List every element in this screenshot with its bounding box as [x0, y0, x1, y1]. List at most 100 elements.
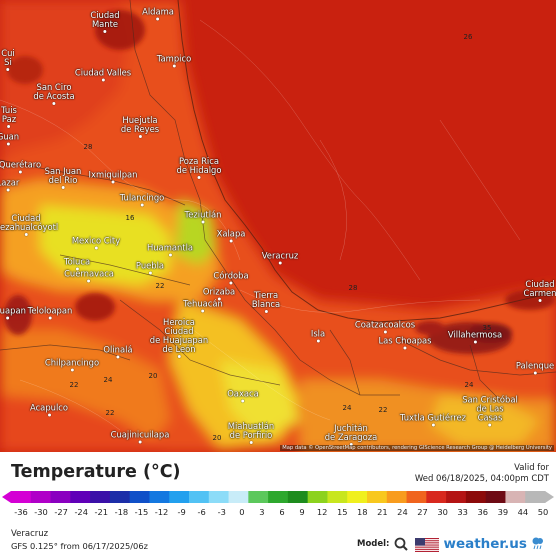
city-label[interactable]: Teloloapan	[28, 306, 72, 320]
city-marker-icon	[94, 246, 98, 250]
colorbar-segment	[149, 491, 170, 503]
city-label[interactable]: Ciudad Valles	[74, 67, 132, 82]
city-label[interactable]: Puebla	[136, 261, 164, 275]
city-name-line: Teziutlán	[184, 209, 222, 220]
city-label[interactable]: Veracruz	[262, 251, 298, 265]
city-name-line: Palenque	[515, 360, 555, 371]
city-label[interactable]: Palenque	[515, 360, 555, 375]
city-name-line: de León	[162, 344, 196, 354]
city-label[interactable]: Las Choapas	[378, 335, 432, 350]
city-label[interactable]: Lazar	[0, 178, 19, 192]
city-label[interactable]: Tulancingo	[120, 193, 164, 207]
city-marker-icon	[229, 239, 233, 243]
city-label[interactable]: Poza Rica de Hidalgo	[177, 157, 221, 179]
city-name-line: Ciudad	[11, 213, 41, 223]
city-label[interactable]: Villahermosa	[448, 330, 502, 344]
city-marker-icon	[201, 220, 205, 224]
city-name-line: Toluca	[63, 256, 91, 267]
temperature-value-label: 22	[69, 381, 79, 389]
city-name-line: Juchitán	[334, 423, 368, 433]
city-label[interactable]: Guan	[0, 132, 19, 146]
temperature-value-label: 28	[348, 284, 358, 292]
city-label[interactable]: Tehuacán	[183, 299, 223, 313]
city-label[interactable]: Olinalá	[103, 345, 133, 359]
colorbar-tick: -12	[154, 507, 169, 517]
city-label[interactable]: Juchitán de Zaragoza	[325, 423, 377, 446]
model-selector-icon[interactable]	[393, 537, 411, 551]
colorbar-segment	[109, 491, 131, 503]
colorbar-tick: -3	[217, 507, 226, 517]
city-label[interactable]: Toluca	[63, 256, 91, 271]
city-marker-icon	[349, 443, 353, 446]
temperature-value-label: 24	[342, 404, 352, 412]
map-attribution[interactable]: Map data © OpenStreetMap contributors, r…	[280, 445, 554, 451]
city-label[interactable]: Ciudad Carmen	[524, 280, 556, 302]
city-label[interactable]: Coatzacoalcos	[355, 320, 415, 334]
colorbar-tick: 12	[316, 507, 328, 517]
city-label[interactable]: Teziutlán	[184, 209, 222, 224]
city-name-line: Ciudad Valles	[74, 67, 132, 78]
city-marker-icon	[473, 340, 477, 344]
city-label[interactable]: Chilpancingo	[45, 358, 99, 372]
city-name-line: Las Choapas	[378, 335, 432, 346]
city-label[interactable]: Cuajinicuilapa	[110, 429, 170, 444]
colorbar-segment	[189, 491, 210, 503]
region-name: Veracruz	[11, 529, 49, 539]
colorbar-tick-labels: -36 -30 -27 -24 -21 -18 -15 -12 -9 -6 -3 0 3 6 9 12 15 18…	[0, 507, 556, 519]
city-label[interactable]: Miahuatlán de Porfirio	[228, 422, 274, 444]
colorbar-segment	[30, 491, 52, 503]
city-label[interactable]: Ixmiquilpan	[89, 170, 137, 184]
colorbar-tick: 30	[437, 507, 448, 517]
city-label[interactable]: Tampico	[156, 53, 192, 68]
brand-name[interactable]: weather.us	[443, 536, 527, 552]
city-label[interactable]: San Cristóbal de Las Casas	[462, 395, 518, 427]
city-label[interactable]: Oaxaca	[227, 389, 259, 403]
city-label[interactable]: Huamantla	[147, 243, 193, 257]
city-label[interactable]: Cuernavaca	[64, 269, 114, 283]
city-label[interactable]: San Juan del Rio	[45, 167, 81, 189]
city-label[interactable]: San Ciro de Acosta	[33, 83, 75, 105]
city-label[interactable]: Orizaba	[203, 287, 235, 301]
city-label[interactable]: Córdoba	[213, 271, 249, 285]
city-name-line: Mante	[91, 19, 119, 29]
colorbar-segment	[386, 491, 408, 503]
city-label[interactable]: Ciudad Nezahualcóyotl	[0, 214, 58, 236]
colorbar-tick: -6	[197, 507, 206, 517]
city-label[interactable]: Uruapan	[0, 305, 26, 320]
colorbar-segment	[287, 491, 309, 503]
city-name-line: Huejutla	[122, 115, 158, 125]
city-label[interactable]: Tierra Blanca	[252, 291, 280, 313]
city-label[interactable]: Cui Si	[1, 49, 15, 71]
colorbar-segment	[465, 491, 487, 503]
city-label[interactable]: Xalapa	[217, 229, 245, 243]
model-run-info: GFS 0.125° from 06/17/2025/06z	[11, 541, 148, 551]
colorbar-segment	[367, 491, 388, 503]
temperature-map[interactable]: Ciudad Mante Aldama Tampico Ciudad Valles San…	[0, 0, 556, 452]
city-marker-icon	[217, 297, 221, 301]
city-name-line: Cuajinicuilapa	[110, 429, 170, 440]
colorbar-tick: 21	[377, 507, 388, 517]
city-label[interactable]: Tuis Paz	[1, 106, 17, 128]
colorbar-segment	[446, 491, 467, 503]
city-name-line: del Rio	[48, 175, 78, 185]
city-label[interactable]: Acapulco	[30, 403, 68, 417]
city-name-line: Uruapan	[0, 305, 26, 316]
city-label[interactable]: Mexico City	[72, 236, 120, 250]
city-label[interactable]: Ciudad Mante	[90, 11, 120, 33]
colorbar-tick: 44	[517, 507, 529, 517]
city-marker-icon	[383, 330, 387, 334]
colorbar-segment	[70, 491, 91, 503]
colorbar-segment	[268, 491, 289, 503]
city-label[interactable]: Huejutla de Reyes	[121, 116, 159, 138]
city-label[interactable]: Tuxtla Gutiérrez	[400, 413, 466, 427]
colorbar-segment	[505, 491, 526, 503]
city-marker-icon	[103, 30, 107, 33]
city-label[interactable]: Querétaro	[0, 160, 41, 174]
city-label[interactable]: Heroica Ciudad de Huajuapan de León	[150, 318, 208, 358]
colorbar-tick: -30	[34, 507, 48, 517]
city-name-line: Tampico	[156, 53, 192, 64]
colorbar-segment	[11, 491, 32, 503]
city-label[interactable]: Aldama	[142, 7, 174, 21]
city-marker-icon	[24, 233, 28, 236]
city-label[interactable]: Isla	[311, 329, 325, 343]
